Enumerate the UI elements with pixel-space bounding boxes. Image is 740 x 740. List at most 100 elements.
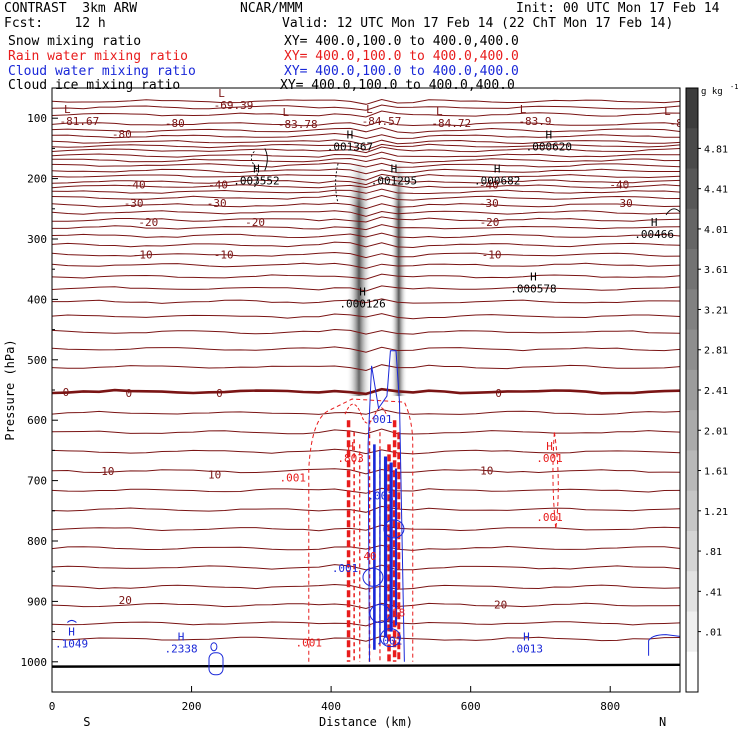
init-time: Init: 00 UTC Mon 17 Feb 14 [516, 1, 720, 16]
cloud-ice-contour [665, 208, 680, 216]
cloud-water-cell-west [208, 652, 224, 676]
maximum-marker: H [651, 216, 658, 229]
maximum-marker: H [523, 630, 530, 643]
maximum-value: .001 [536, 452, 563, 465]
colorbar-label: 4.81 [704, 144, 728, 155]
minimum-marker: L [520, 103, 527, 116]
maximum-value: .000126 [339, 298, 385, 311]
isotherm-line [52, 564, 680, 571]
isotherm-label: -40 [126, 179, 146, 192]
field-xy-cloud-water: XY= 400.0,100.0 to 400.0,400.0 [284, 64, 519, 79]
isotherm-label: -80 [112, 128, 132, 141]
rain-contour-east [552, 432, 559, 529]
isotherm-label: 0 [63, 386, 70, 399]
colorbar-swatch [686, 329, 698, 371]
maximum-marker: H [391, 162, 398, 175]
isotherm-line [52, 505, 680, 513]
maximum-value: .001295 [371, 174, 417, 187]
isotherm-label: -40 [208, 179, 228, 192]
isotherm-line [52, 168, 680, 175]
isotherm-label: 0 [216, 387, 223, 400]
minimum-marker: L [64, 103, 71, 116]
isotherm-label: 20 [494, 598, 507, 611]
colorbar-label: .41 [704, 587, 722, 598]
maximum-marker: H [546, 129, 553, 142]
isotherm-line [52, 151, 680, 158]
isotherm-line [52, 387, 680, 396]
x-tick-label: 0 [49, 700, 56, 713]
isotherm-line [52, 202, 680, 210]
isotherm-label: 0 [495, 387, 502, 400]
maximum-marker: H [359, 286, 366, 299]
south-label: S [83, 715, 90, 729]
isotherm-line [52, 583, 680, 590]
colorbar-label: .81 [704, 547, 722, 558]
maximum-marker: H [530, 270, 537, 283]
maximum-value: .0013 [510, 642, 543, 655]
x-axis-title: Distance (km) [319, 715, 413, 729]
colorbar-label: 2.41 [704, 386, 728, 397]
maximum-value: .003552 [233, 174, 279, 187]
contour-label: .40 [357, 550, 377, 563]
minimum-value: -69.39 [214, 99, 254, 112]
y-tick-label: 900 [27, 595, 47, 608]
colorbar-swatch [686, 249, 698, 290]
y-tick-label: 500 [27, 354, 47, 367]
field-name-cloud-water: Cloud water mixing ratio [8, 64, 196, 79]
snow-plume-1 [390, 160, 408, 397]
y-tick-label: 1000 [21, 656, 48, 669]
ground-line [52, 663, 680, 668]
colorbar-swatch [686, 571, 698, 612]
maximum-value: .00466 [634, 228, 674, 241]
isotherm-line [52, 544, 680, 551]
model-name: CONTRAST 3km ARW [4, 1, 138, 16]
cloud-water-cell [383, 519, 405, 539]
isotherm-line [52, 602, 680, 610]
maximum-value: .000620 [526, 141, 572, 154]
isotherm-label: -10 [214, 249, 234, 262]
minimum-marker: L [282, 106, 289, 119]
isotherm-label: -30 [124, 197, 144, 210]
x-tick-label: 200 [182, 700, 202, 713]
minimum-value: -83.9 [518, 115, 551, 128]
isotherm-label: 10 [208, 469, 221, 482]
colorbar-label: 2.01 [704, 426, 728, 437]
contour-label: .18 [385, 606, 405, 619]
isotherm-line [52, 408, 680, 415]
cloud-water-cell [369, 603, 391, 623]
field-xy-snow: XY= 400.0,100.0 to 400.0,400.0 [284, 34, 519, 49]
maximum-value: .000682 [474, 174, 520, 187]
cloud-water-outer [367, 350, 405, 662]
isotherm-label: -30 [207, 197, 227, 210]
y-tick-label: 300 [27, 233, 47, 246]
isotherm-line [52, 146, 680, 154]
isotherm-label: -40 [479, 179, 499, 192]
colorbar-unit: g kg [701, 87, 723, 97]
colorbar-swatch [686, 530, 698, 572]
colorbar-swatch [686, 369, 698, 411]
maximum-marker: H [347, 129, 354, 142]
isotherm-line [52, 173, 680, 181]
contour-label: .001 [332, 562, 359, 575]
isotherm-line [52, 346, 680, 353]
isotherm-label: -30 [479, 197, 499, 210]
y-tick-label: 600 [27, 414, 47, 427]
isotherm-line [52, 241, 680, 249]
colorbar-label: 3.61 [704, 265, 728, 276]
isotherm-line [52, 487, 680, 494]
isotherm-line [52, 143, 680, 151]
maximum-marker: H [68, 626, 75, 639]
colorbar-swatch [686, 128, 698, 170]
colorbar-swatch [686, 410, 698, 451]
isotherm-line [52, 194, 680, 201]
maximum-marker: H [347, 440, 354, 453]
isotherm-line [52, 262, 680, 269]
isotherm-line [52, 364, 680, 372]
isotherm-line [52, 524, 680, 532]
isotherm-line [52, 285, 680, 292]
colorbar-label: 3.21 [704, 305, 728, 316]
colorbar-swatch [686, 289, 698, 331]
colorbar-swatch [686, 88, 698, 129]
colorbar-label: 4.41 [704, 185, 728, 196]
isotherm-line [52, 635, 680, 642]
